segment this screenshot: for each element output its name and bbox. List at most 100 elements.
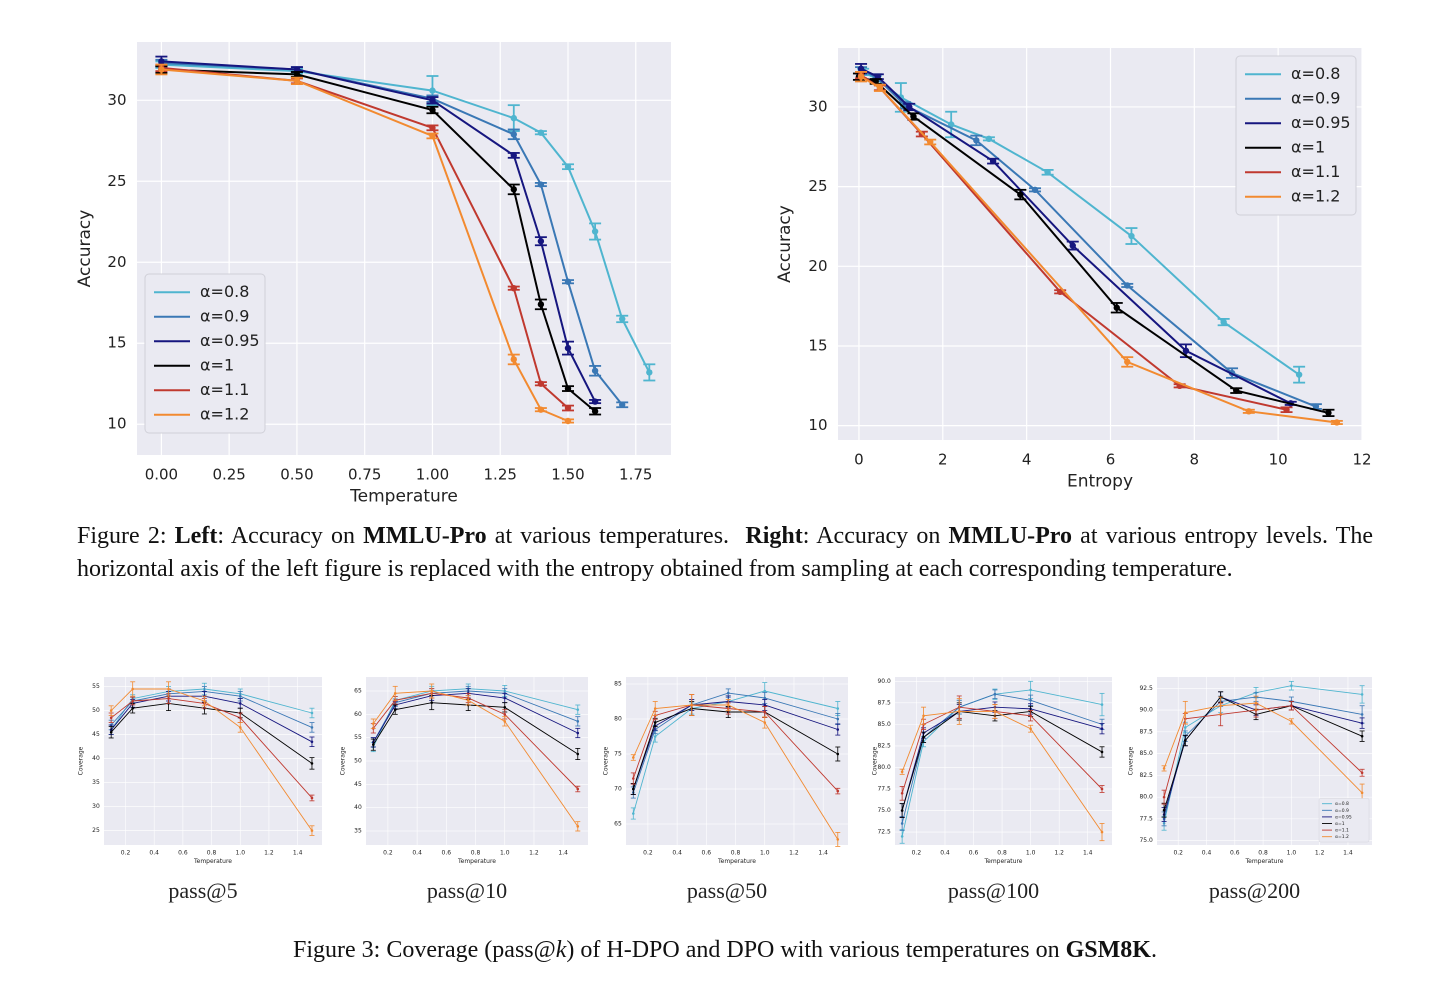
data-point — [957, 710, 961, 713]
x-tick-label: 1.4 — [1083, 849, 1093, 856]
data-point — [1029, 698, 1032, 702]
x-tick-label: 1.4 — [1343, 849, 1353, 856]
data-point — [510, 131, 517, 138]
data-point — [1233, 387, 1240, 394]
data-point — [836, 838, 840, 841]
series-line — [110, 695, 313, 743]
data-point — [310, 762, 314, 765]
x-axis-label: Temperature — [193, 858, 232, 865]
y-tick-label: 20 — [107, 253, 126, 271]
y-tick-label: 82.5 — [877, 742, 891, 749]
series-line — [110, 702, 313, 764]
y-tick-label: 65 — [614, 821, 622, 828]
data-point — [619, 315, 626, 323]
data-point — [1360, 713, 1364, 716]
x-axis-label: Temperature — [1244, 858, 1283, 865]
caption-text: Figure 2: — [77, 523, 175, 549]
data-point — [310, 740, 314, 744]
data-point — [1162, 767, 1166, 770]
x-tick-label: 1.2 — [1054, 849, 1064, 856]
legend-label: α=1.2 — [1335, 834, 1349, 840]
legend-label: α=1 — [1291, 137, 1325, 156]
data-point — [857, 73, 865, 80]
caption-text: : Accuracy on — [217, 523, 364, 549]
y-tick-label: 15 — [808, 336, 827, 354]
data-point — [158, 58, 165, 65]
series-line — [632, 708, 839, 790]
data-point — [1113, 304, 1120, 311]
x-tick-label: 0.6 — [702, 849, 712, 856]
data-point — [1245, 408, 1253, 415]
data-point — [293, 71, 301, 78]
y-tick-label: 70 — [614, 786, 622, 793]
data-point — [763, 710, 767, 714]
data-point — [564, 417, 572, 425]
y-tick-label: 10 — [107, 415, 126, 433]
y-tick-label: 82.5 — [1139, 772, 1153, 779]
data-point — [167, 687, 170, 691]
y-tick-label: 75.0 — [877, 807, 891, 814]
data-point — [429, 97, 436, 104]
data-point — [564, 163, 572, 170]
data-point — [1312, 403, 1320, 410]
x-tick-label: 1.50 — [551, 466, 584, 484]
y-tick-label: 40 — [92, 755, 100, 762]
data-point — [429, 132, 436, 140]
x-tick-label: 0.2 — [912, 849, 922, 856]
data-point — [158, 66, 165, 73]
y-tick-label: 55 — [354, 734, 362, 741]
data-point — [293, 77, 301, 85]
data-point — [1183, 739, 1187, 742]
legend-frame — [1235, 55, 1357, 216]
data-point — [1029, 727, 1032, 730]
series-line — [110, 688, 313, 831]
data-point — [591, 408, 599, 415]
data-point — [927, 138, 934, 146]
chart: 35 40 45 50 55 60 65 0.2 0.4 0.6 0.8 1.0 1.2 1.4 Tempe… — [340, 677, 588, 903]
y-tick-label: 80.0 — [877, 764, 891, 771]
data-point — [510, 114, 517, 122]
data-point — [429, 124, 436, 132]
x-tick-label: 1.75 — [619, 466, 652, 484]
data-point — [1360, 721, 1364, 725]
data-point — [1100, 750, 1104, 754]
data-point — [109, 730, 113, 734]
legend-frame — [1318, 798, 1370, 843]
chart: 72.5 75.0 77.5 80.0 82.5 85.0 87.5 90.0 0.2 0.4 0.… — [872, 677, 1112, 903]
data-point — [973, 137, 980, 144]
data-point — [653, 735, 657, 738]
data-point — [632, 812, 635, 815]
x-tick-label: 12 — [1352, 451, 1371, 469]
figure-3-caption: Figure 3: Coverage (pass@k) of H-DPO and… — [0, 934, 1450, 967]
data-point — [910, 113, 917, 120]
figure-2-caption: Figure 2: Left: Accuracy on MMLU-Pro at … — [77, 520, 1373, 586]
data-point — [690, 703, 694, 707]
data-point — [131, 699, 134, 703]
chart: 25 30 35 40 45 50 55 0.2 0.4 0.6 0.8 1.0 1.2 1.4 Tempe… — [78, 677, 322, 903]
y-axis-label: Accuracy — [75, 210, 95, 288]
data-point — [836, 707, 840, 710]
data-point — [1128, 232, 1135, 240]
data-point — [922, 736, 925, 739]
data-point — [591, 367, 599, 374]
data-point — [1100, 830, 1104, 834]
data-point — [131, 687, 134, 691]
x-tick-label: 0.8 — [207, 849, 217, 856]
y-axis-label: Coverage — [340, 746, 347, 775]
y-tick-label: 90.0 — [1139, 707, 1153, 714]
data-point — [632, 787, 635, 791]
data-point — [646, 369, 653, 376]
data-point — [576, 708, 580, 711]
data-point — [1360, 771, 1364, 775]
y-tick-label: 80 — [614, 716, 622, 723]
x-tick-label: 1.2 — [264, 849, 274, 856]
data-point — [836, 728, 840, 731]
data-point — [1290, 704, 1293, 708]
series-line — [901, 710, 1103, 811]
x-tick-label: 1.2 — [789, 849, 799, 856]
series-line — [372, 702, 579, 755]
y-tick-label: 25 — [107, 172, 126, 190]
data-point — [900, 809, 904, 812]
data-point — [763, 696, 767, 700]
y-tick-label: 25 — [92, 827, 100, 834]
